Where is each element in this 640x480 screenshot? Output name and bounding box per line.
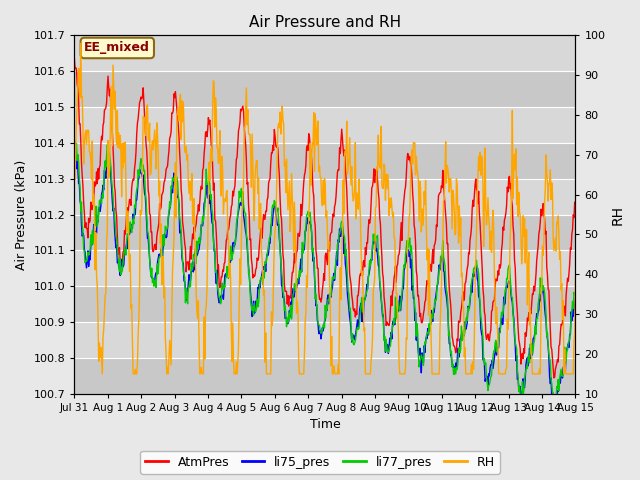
Bar — [74, 143, 575, 179]
X-axis label: Time: Time — [310, 419, 340, 432]
Y-axis label: Air Pressure (kPa): Air Pressure (kPa) — [15, 159, 28, 270]
Bar — [74, 286, 575, 322]
Bar — [74, 71, 575, 107]
Legend: AtmPres, li75_pres, li77_pres, RH: AtmPres, li75_pres, li77_pres, RH — [140, 451, 500, 474]
Bar — [74, 107, 575, 143]
Bar — [74, 36, 575, 71]
Title: Air Pressure and RH: Air Pressure and RH — [249, 15, 401, 30]
Bar — [74, 179, 575, 215]
Bar — [74, 358, 575, 394]
Bar — [74, 215, 575, 251]
Y-axis label: RH: RH — [611, 204, 625, 225]
Bar — [74, 251, 575, 286]
Text: EE_mixed: EE_mixed — [84, 41, 150, 54]
Bar — [74, 322, 575, 358]
